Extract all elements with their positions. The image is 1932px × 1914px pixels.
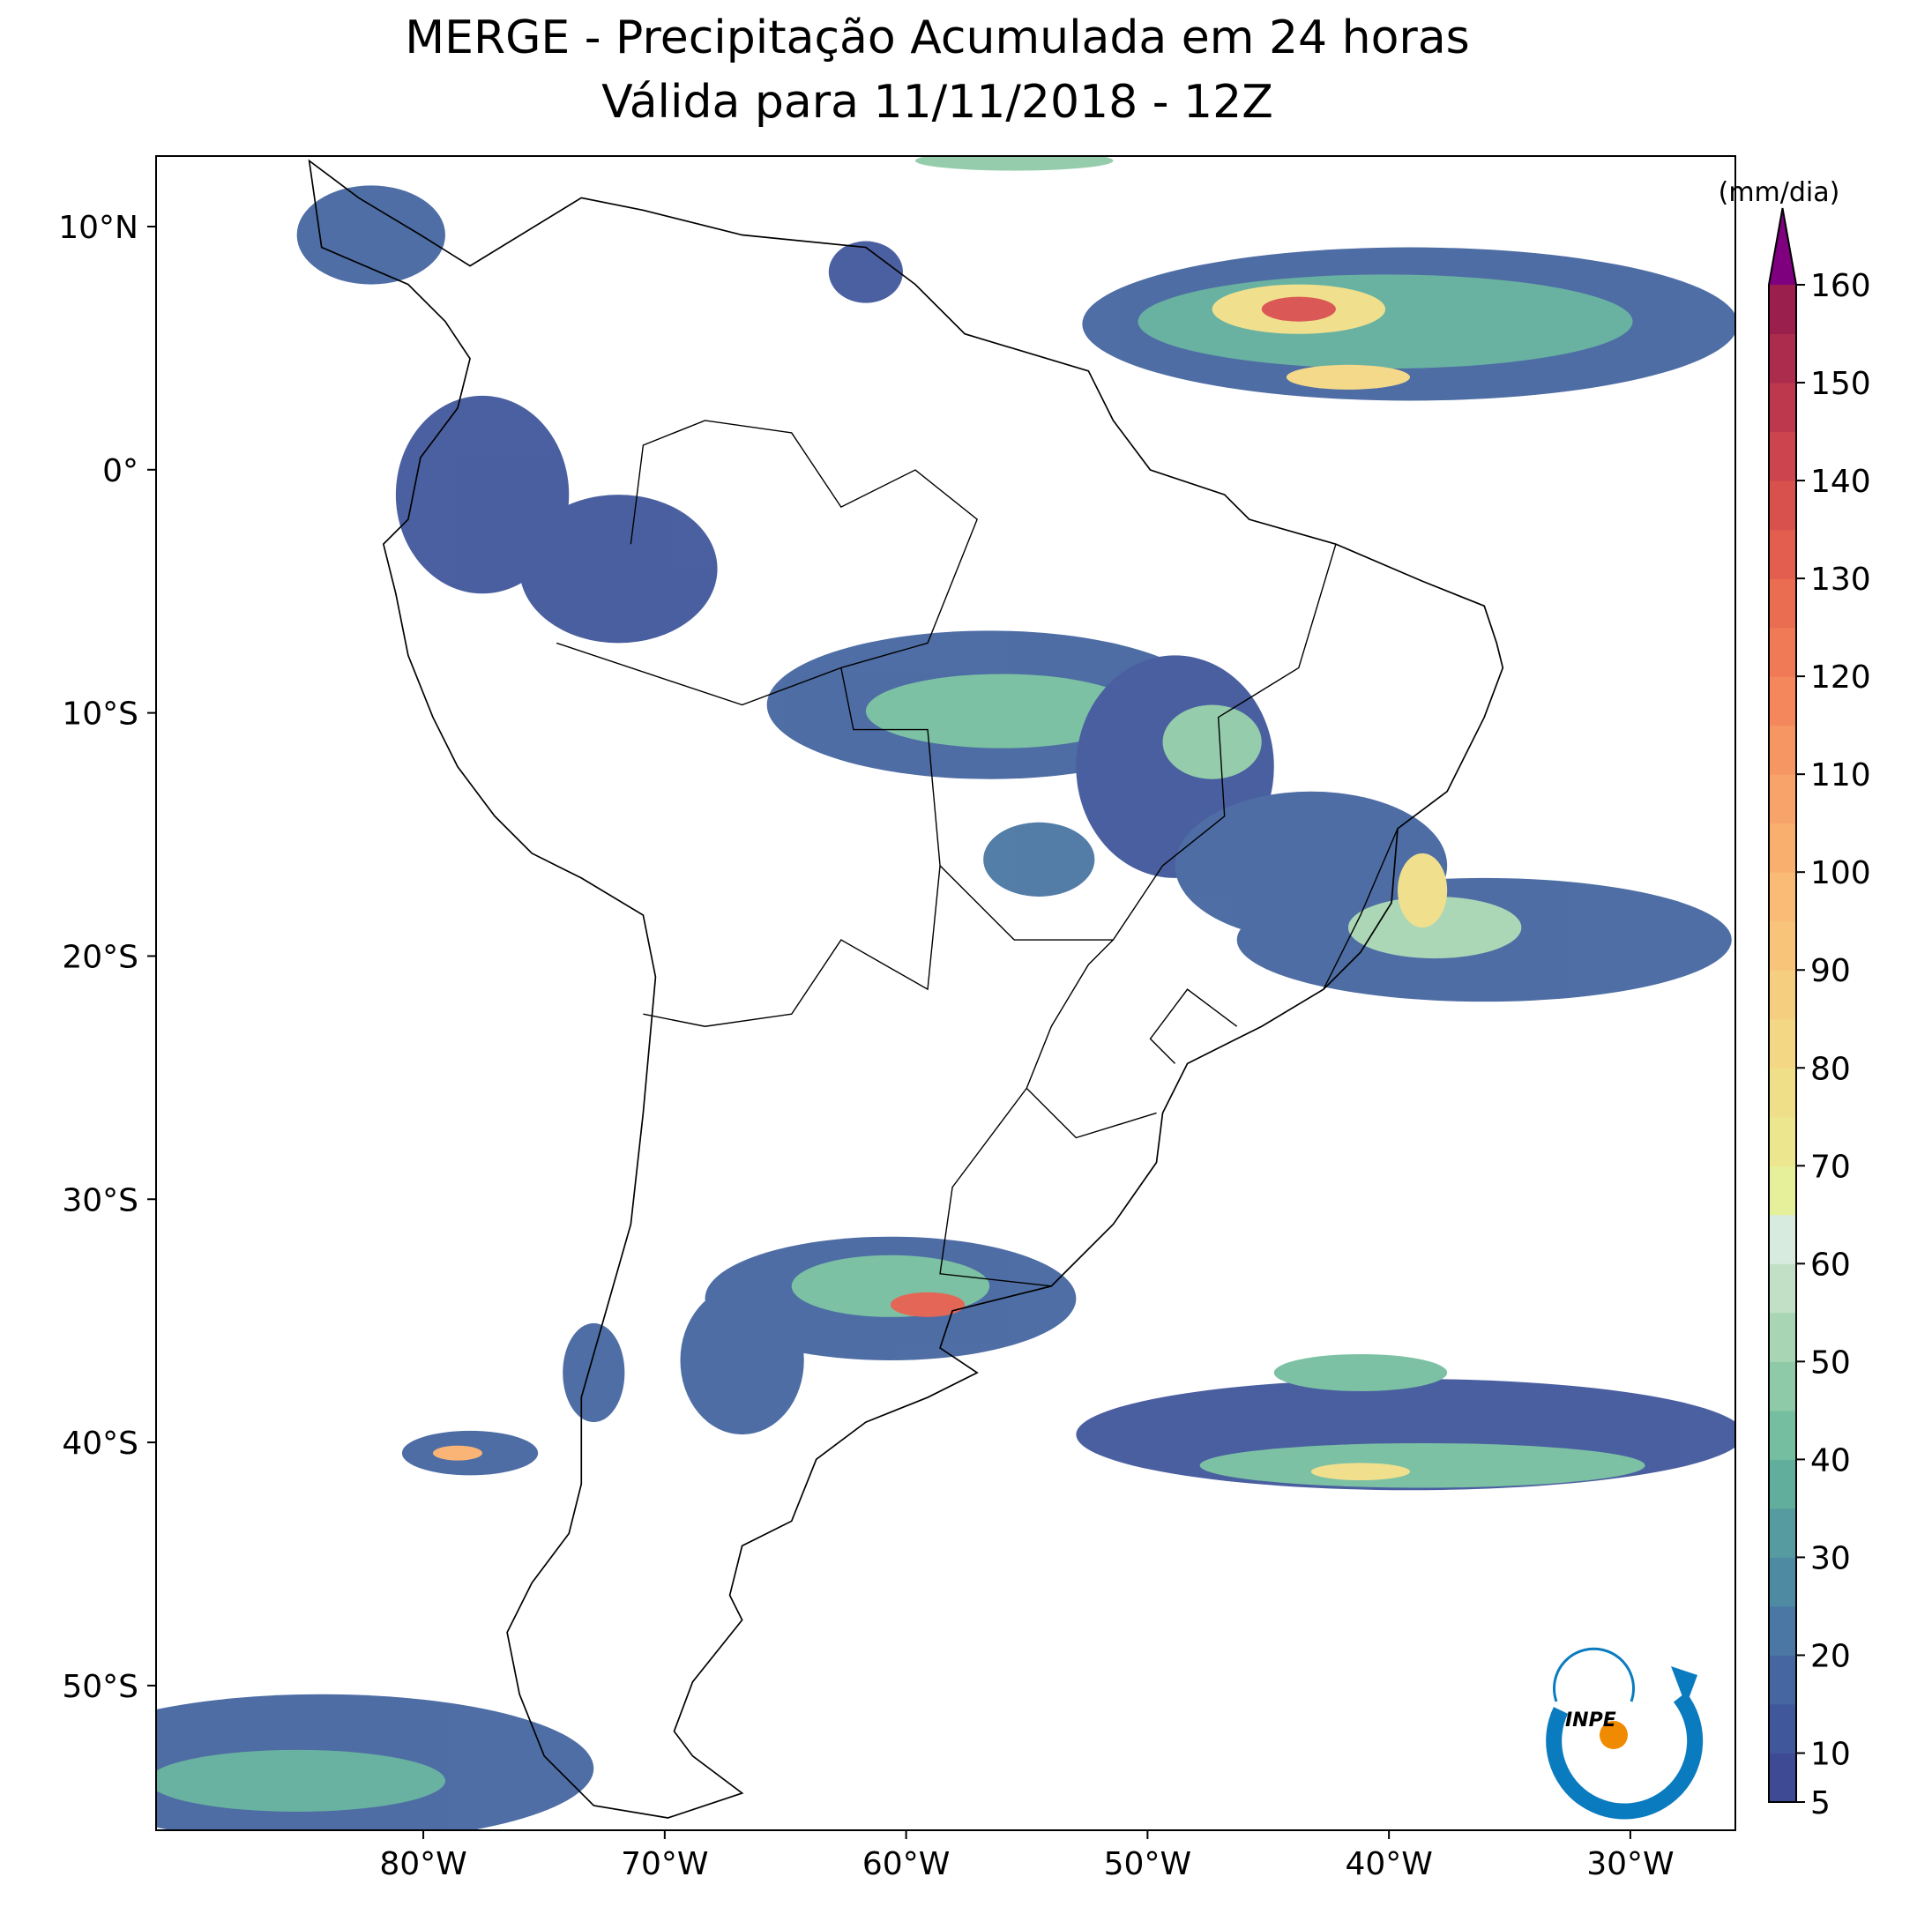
y-tick-label: 10°S xyxy=(62,696,138,733)
colorbar-segment xyxy=(1769,1214,1796,1264)
colorbar-segment xyxy=(1769,1312,1796,1362)
colorbar-label: (mm/dia) xyxy=(1719,177,1840,208)
colorbar-tick-label: 20 xyxy=(1810,1638,1851,1674)
inpe-logo: INPE xyxy=(1546,1647,1704,1820)
colorbar-tick-label: 150 xyxy=(1810,366,1871,402)
colorbar-tick-label: 70 xyxy=(1810,1149,1851,1185)
colorbar-tick-label: 160 xyxy=(1810,268,1871,304)
map-area xyxy=(156,156,1735,1830)
colorbar-tick-label: 10 xyxy=(1810,1736,1851,1772)
title-line: MERGE - Precipitação Acumulada em 24 hor… xyxy=(405,11,1470,64)
colorbar-segment xyxy=(1769,970,1796,1020)
colorbar-segment xyxy=(1769,627,1796,677)
y-tick-label: 30°S xyxy=(62,1182,138,1218)
colorbar-segment xyxy=(1769,1459,1796,1509)
colorbar-tick-label: 5 xyxy=(1810,1785,1831,1821)
colorbar-segment xyxy=(1769,383,1796,433)
y-tick-label: 0° xyxy=(102,453,138,489)
y-tick-label: 20°S xyxy=(62,939,138,975)
map-frame xyxy=(155,155,1736,1831)
colorbar-segment xyxy=(1769,431,1796,481)
colorbar-tick-label: 60 xyxy=(1810,1247,1851,1283)
x-tick-label: 30°W xyxy=(1586,1846,1674,1882)
colorbar-segment xyxy=(1769,1116,1796,1166)
y-tick-label: 50°S xyxy=(62,1669,138,1705)
colorbar-segment xyxy=(1769,1753,1796,1803)
colorbar-segment xyxy=(1769,1557,1796,1607)
y-tick-label: 10°N xyxy=(58,210,138,246)
title-line: Válida para 11/11/2018 - 12Z xyxy=(601,76,1273,129)
colorbar-segment xyxy=(1769,1166,1796,1216)
colorbar-tick-label: 120 xyxy=(1810,659,1871,696)
colorbar-tick-label: 30 xyxy=(1810,1540,1851,1576)
colorbar-segment xyxy=(1769,920,1796,971)
colorbar-segment xyxy=(1769,1068,1796,1118)
x-tick-label: 60°W xyxy=(862,1846,950,1882)
colorbar-segment xyxy=(1769,529,1796,579)
colorbar-tick-label: 140 xyxy=(1810,464,1871,500)
precip-fields xyxy=(156,156,1735,1830)
colorbar-segment xyxy=(1769,823,1796,873)
colorbar-tick-label: 100 xyxy=(1810,855,1871,891)
colorbar-tick-label: 40 xyxy=(1810,1442,1851,1478)
colorbar-segment xyxy=(1769,1605,1796,1656)
colorbar-segment xyxy=(1769,1703,1796,1754)
colorbar-segment xyxy=(1769,1655,1796,1705)
coastline xyxy=(308,159,1504,1819)
colorbar-segment xyxy=(1769,1018,1796,1069)
colorbar-segment xyxy=(1769,333,1796,384)
colorbar-extension xyxy=(1769,208,1796,285)
colorbar-tick-label: 110 xyxy=(1810,757,1871,793)
x-tick-label: 70°W xyxy=(621,1846,708,1882)
colorbar-segment xyxy=(1769,872,1796,922)
colorbar-tick-label: 90 xyxy=(1810,953,1851,989)
colorbar-segment xyxy=(1769,1263,1796,1314)
colorbar-segment xyxy=(1769,774,1796,824)
x-tick-label: 40°W xyxy=(1345,1846,1432,1882)
colorbar-outline xyxy=(1768,207,1797,1803)
colorbar-segment xyxy=(1769,1410,1796,1460)
colorbar-segment xyxy=(1769,480,1796,531)
colorbar-segment xyxy=(1769,1508,1796,1558)
colorbar-segment xyxy=(1769,676,1796,726)
colorbar-tick-label: 80 xyxy=(1810,1051,1851,1087)
colorbar-segment xyxy=(1769,725,1796,775)
x-tick-label: 80°W xyxy=(379,1846,466,1882)
logo-text: INPE xyxy=(1565,1709,1616,1732)
y-tick-label: 40°S xyxy=(62,1426,138,1462)
colorbar-segment xyxy=(1769,1361,1796,1411)
colorbar-tick-label: 130 xyxy=(1810,562,1871,598)
colorbar-segment xyxy=(1769,578,1796,629)
colorbar-segment xyxy=(1769,285,1796,335)
x-tick-label: 50°W xyxy=(1104,1846,1191,1882)
colorbar-tick-label: 50 xyxy=(1810,1344,1851,1381)
